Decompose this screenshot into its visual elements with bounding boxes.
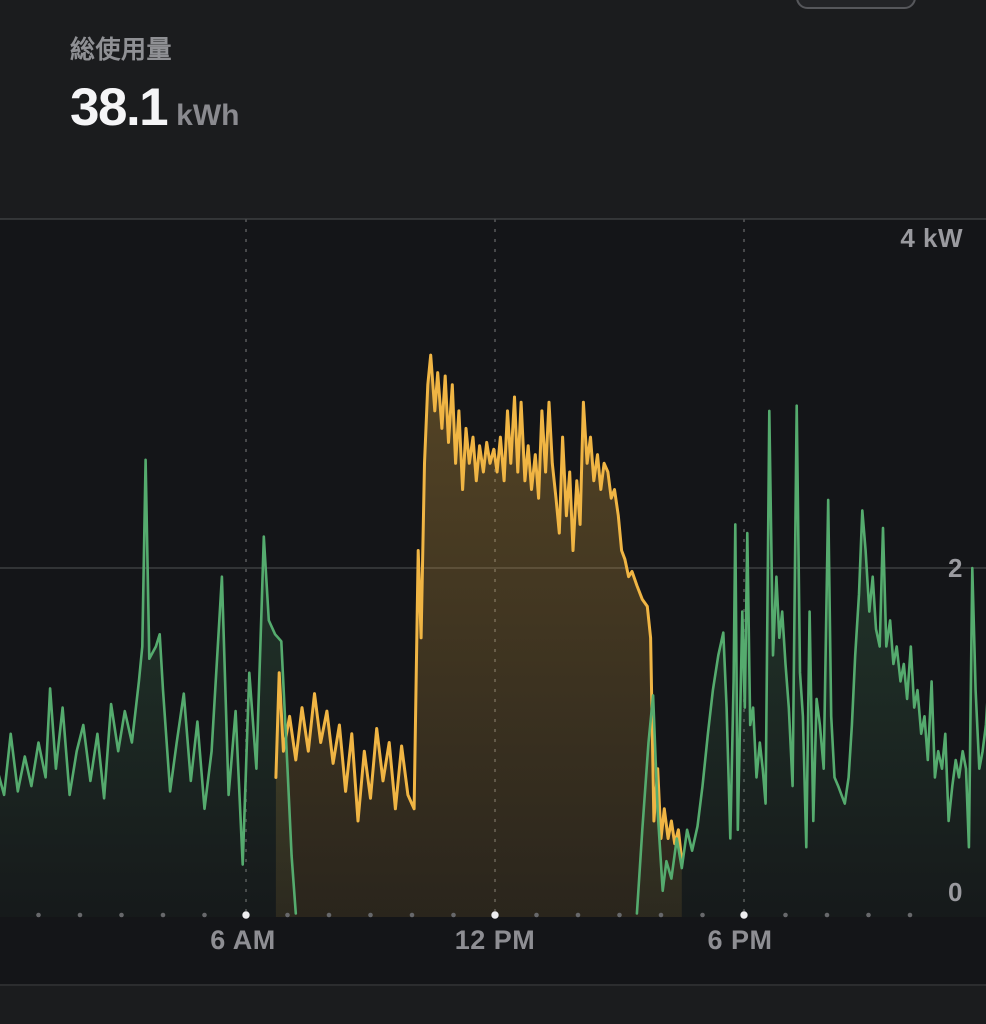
- hour-tick-dot: [617, 912, 622, 918]
- major-hour-tick-dot: [491, 911, 499, 919]
- hour-tick-dot: [409, 912, 415, 918]
- orange-usage-line-0: [274, 353, 684, 863]
- hour-tick-dot: [77, 912, 83, 918]
- major-hour-tick-dot: [242, 911, 250, 919]
- green-usage-fill-1: [636, 405, 986, 917]
- hour-tick-dot: [285, 912, 290, 918]
- hour-tick-dot: [202, 912, 207, 918]
- y-axis-label-0: 0: [948, 877, 963, 907]
- green-usage-line-1: [635, 404, 986, 915]
- next-section-edge: [0, 986, 986, 1024]
- hour-tick-dot: [160, 912, 166, 918]
- section-divider: [0, 984, 986, 986]
- hour-tick-dot: [36, 912, 41, 918]
- total-usage-value: 38.1: [70, 78, 169, 137]
- hour-tick-dot: [368, 912, 373, 918]
- major-hour-tick-dot: [740, 911, 748, 919]
- hour-tick-dot: [783, 912, 788, 918]
- orange-usage-fill-0: [275, 355, 682, 918]
- hour-tick-dot: [824, 912, 830, 918]
- x-axis-label-6am: 6 AM: [210, 925, 276, 955]
- hour-tick-dot: [907, 912, 913, 918]
- hour-tick-dot: [658, 912, 664, 918]
- hour-tick-dot: [866, 912, 871, 918]
- x-axis-label-12pm: 12 PM: [454, 925, 536, 955]
- y-axis-label-4kw: 4 kW: [900, 223, 963, 253]
- x-axis-label-6pm: 6 PM: [707, 925, 773, 955]
- total-usage-unit: kWh: [176, 99, 240, 132]
- hour-tick-dot: [451, 912, 456, 918]
- green-usage-fill-0: [0, 459, 296, 917]
- hour-tick-dot: [534, 912, 539, 918]
- total-usage-value-row: 38.1 kWh: [70, 77, 239, 138]
- chart-header: 総使用量 38.1 kWh: [70, 30, 239, 138]
- hour-tick-dot: [119, 912, 124, 918]
- hour-tick-dot: [700, 912, 705, 918]
- page-title: 総使用量: [70, 36, 173, 64]
- hour-tick-dot: [575, 912, 581, 918]
- y-axis-label-2: 2: [948, 553, 963, 583]
- hour-tick-dot: [326, 912, 332, 918]
- green-usage-line-0: [0, 458, 298, 915]
- period-selector-button[interactable]: [796, 0, 916, 9]
